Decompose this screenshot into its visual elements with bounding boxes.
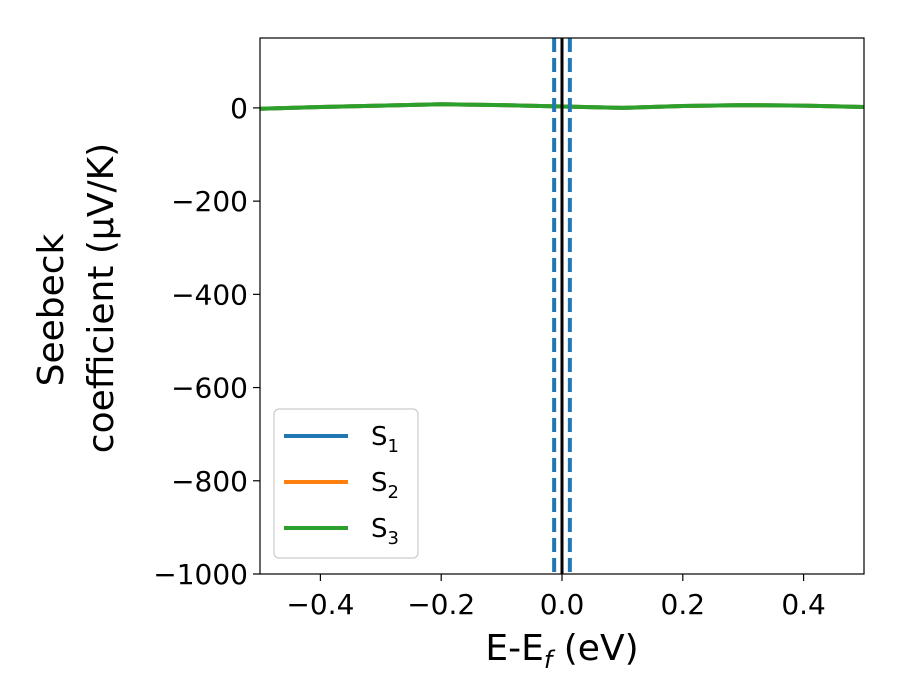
plot-lines: [260, 38, 864, 574]
x-tick-label: 0.4: [781, 588, 826, 621]
x-axis-label: E-Ef (eV): [485, 628, 638, 674]
x-tick-label: −0.2: [407, 588, 475, 621]
legend-label: S2: [371, 468, 399, 503]
x-tick-label: 0.2: [661, 588, 706, 621]
y-axis-label-line2: coefficient (μV/K): [81, 143, 122, 453]
y-tick-label: −400: [171, 278, 248, 311]
y-tick-label: −800: [171, 465, 248, 498]
y-tick-label: −1000: [153, 558, 248, 591]
y-tick-label: −600: [171, 372, 248, 405]
x-tick-label: −0.4: [286, 588, 354, 621]
y-axis-label: Seebeck coefficient (μV/K): [31, 143, 122, 453]
legend-label: S1: [371, 422, 399, 457]
y-axis-label-line1: Seebeck: [31, 233, 72, 386]
y-tick-label: −200: [171, 185, 248, 218]
y-axis-ticks: 0 −200 −400 −600 −800 −1000: [153, 92, 260, 591]
legend-label: S3: [371, 514, 399, 549]
legend: S1 S2 S3: [273, 408, 419, 559]
x-tick-label: 0.0: [540, 588, 585, 621]
y-tick-label: 0: [230, 92, 248, 125]
x-axis-ticks: −0.4 −0.2 0.0 0.2 0.4: [286, 574, 826, 621]
